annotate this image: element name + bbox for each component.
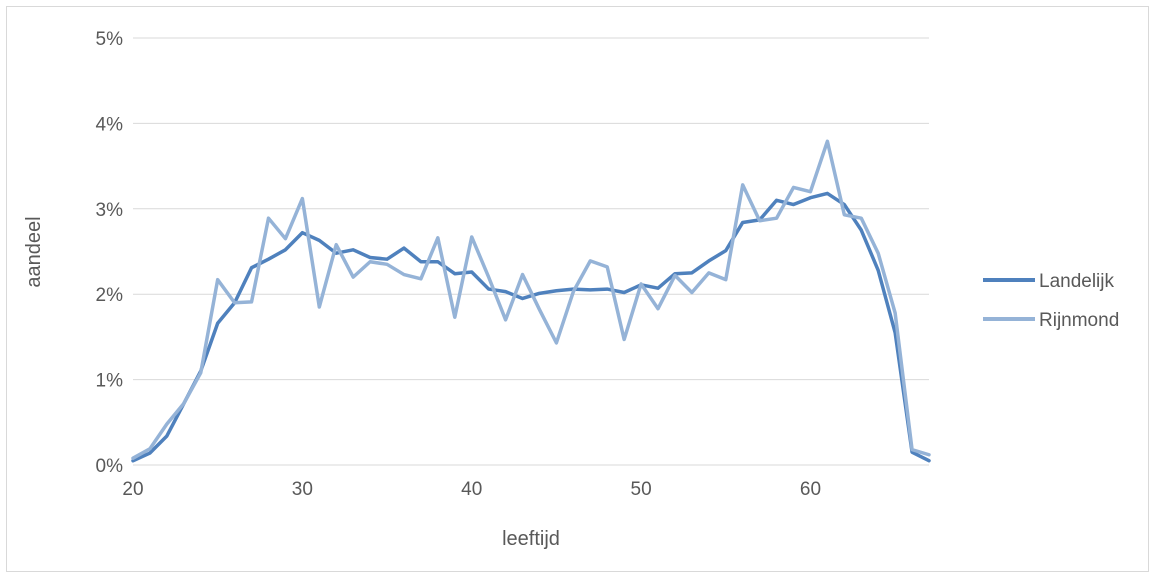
series-line-landelijk xyxy=(131,191,931,463)
x-axis-title: leeftijd xyxy=(502,528,560,550)
series-lines xyxy=(131,139,931,463)
legend-label-rijnmond: Rijnmond xyxy=(1039,310,1119,331)
y-tick-label: 3% xyxy=(96,200,124,221)
x-tick-label: 40 xyxy=(461,479,482,500)
legend-label-landelijk: Landelijk xyxy=(1039,271,1114,292)
x-tick-label: 30 xyxy=(292,479,313,500)
tick-labels: 0% 1% 2% 3% 4% 5% 20 30 40 50 60 xyxy=(96,29,821,500)
y-axis-title: aandeel xyxy=(23,216,45,287)
y-tick-label: 4% xyxy=(96,114,124,135)
y-tick-label: 1% xyxy=(96,371,124,392)
y-tick-label: 0% xyxy=(96,456,124,477)
series-line-rijnmond xyxy=(131,139,931,460)
x-tick-label: 50 xyxy=(631,479,652,500)
legend: Landelijk Rijnmond xyxy=(983,271,1119,331)
x-tick-label: 20 xyxy=(122,479,143,500)
x-tick-label: 60 xyxy=(800,479,821,500)
gridlines xyxy=(133,37,929,381)
y-tick-label: 5% xyxy=(96,29,124,50)
y-tick-label: 2% xyxy=(96,285,124,306)
